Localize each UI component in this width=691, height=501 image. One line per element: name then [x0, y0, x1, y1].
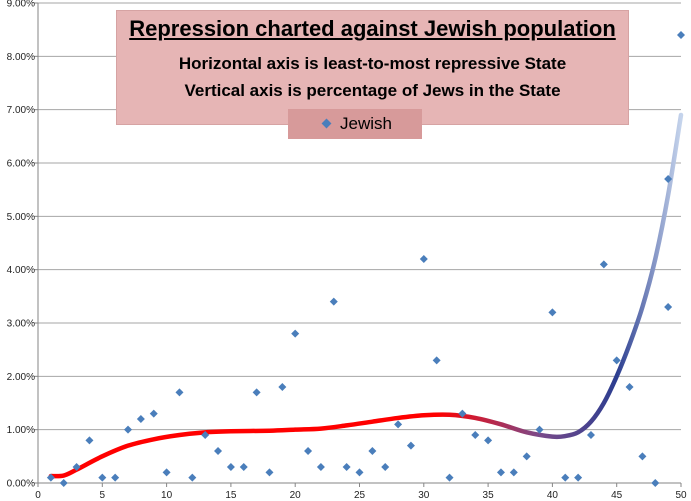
data-point — [329, 297, 338, 306]
data-point — [484, 436, 493, 445]
y-tick-label: 3.00% — [7, 319, 35, 330]
data-point — [522, 452, 531, 461]
data-point — [471, 431, 480, 439]
data-point — [677, 31, 685, 39]
legend-label: Jewish — [340, 114, 392, 133]
data-point — [201, 431, 210, 439]
data-point — [46, 473, 55, 482]
chart-title-box: Repression charted against Jewish popula… — [116, 10, 629, 139]
data-point — [458, 409, 467, 418]
data-point — [496, 468, 505, 477]
x-tick-label: 10 — [161, 490, 173, 501]
data-point — [561, 473, 570, 482]
data-point — [316, 463, 325, 471]
x-tick-label: 40 — [547, 490, 559, 501]
y-tick-label: 7.00% — [7, 105, 35, 116]
y-tick-label: 9.00% — [7, 0, 35, 10]
data-point — [548, 308, 557, 317]
data-point — [394, 420, 403, 429]
legend: Jewish — [288, 109, 422, 139]
data-point — [85, 436, 94, 445]
data-point — [72, 463, 81, 471]
data-point — [214, 447, 223, 455]
y-tick-label: 2.00% — [7, 372, 35, 383]
data-point — [509, 468, 518, 477]
data-point — [124, 425, 133, 434]
data-point — [111, 473, 120, 482]
data-point — [625, 383, 634, 391]
data-point — [188, 473, 197, 482]
y-tick-label: 0.00% — [7, 479, 35, 490]
x-tick-label: 0 — [35, 490, 41, 501]
data-point — [59, 479, 68, 487]
data-point — [664, 175, 673, 183]
data-point — [638, 452, 647, 461]
axes — [34, 2, 682, 487]
data-point — [304, 447, 313, 455]
x-tick-label: 25 — [354, 490, 366, 501]
data-point — [419, 255, 428, 263]
data-point — [342, 463, 351, 471]
y-tick-label: 1.00% — [7, 425, 35, 436]
data-point — [265, 468, 274, 477]
data-point — [136, 415, 145, 423]
data-point — [239, 463, 248, 471]
data-point — [98, 473, 107, 482]
data-point — [599, 260, 608, 269]
data-point — [445, 473, 454, 482]
chart-subtitle-vertical: Vertical axis is percentage of Jews in t… — [184, 81, 561, 100]
chart-title: Repression charted against Jewish popula… — [129, 16, 616, 41]
data-point — [406, 441, 415, 450]
chart-subtitle-horizontal: Horizontal axis is least-to-most repress… — [178, 54, 567, 73]
data-point — [432, 356, 441, 365]
x-tick-labels: 0 5 10 15 20 25 30 35 40 45 50 — [35, 490, 687, 501]
data-point — [252, 388, 261, 397]
y-tick-labels: 0.00% 1.00% 2.00% 3.00% 4.00% 5.00% 6.00% 7.00%… — [7, 0, 35, 490]
data-points — [46, 31, 685, 487]
x-tick-label: 5 — [100, 490, 106, 501]
data-point — [586, 431, 595, 439]
x-tick-label: 45 — [611, 490, 623, 501]
data-point — [278, 383, 287, 391]
x-tick-label: 15 — [225, 490, 237, 501]
y-tick-label: 4.00% — [7, 265, 35, 276]
x-tick-label: 30 — [418, 490, 430, 501]
data-point — [535, 425, 544, 434]
data-point — [381, 463, 390, 471]
y-tick-label: 8.00% — [7, 52, 35, 63]
data-point — [612, 356, 621, 365]
data-point — [162, 468, 171, 477]
data-point — [226, 463, 235, 471]
data-point — [291, 329, 300, 338]
data-point — [664, 303, 673, 311]
y-tick-label: 6.00% — [7, 159, 35, 170]
data-point — [651, 479, 660, 487]
data-point — [175, 388, 184, 397]
data-point — [149, 409, 158, 418]
x-tick-label: 20 — [290, 490, 302, 501]
y-tick-label: 5.00% — [7, 212, 35, 223]
legend-diamond-icon — [321, 118, 332, 129]
trendline-path — [48, 112, 684, 479]
data-point — [368, 447, 377, 455]
x-tick-label: 50 — [675, 490, 687, 501]
x-tick-label: 35 — [483, 490, 495, 501]
data-point — [355, 468, 364, 477]
data-point — [574, 473, 583, 482]
trendline — [48, 112, 684, 479]
